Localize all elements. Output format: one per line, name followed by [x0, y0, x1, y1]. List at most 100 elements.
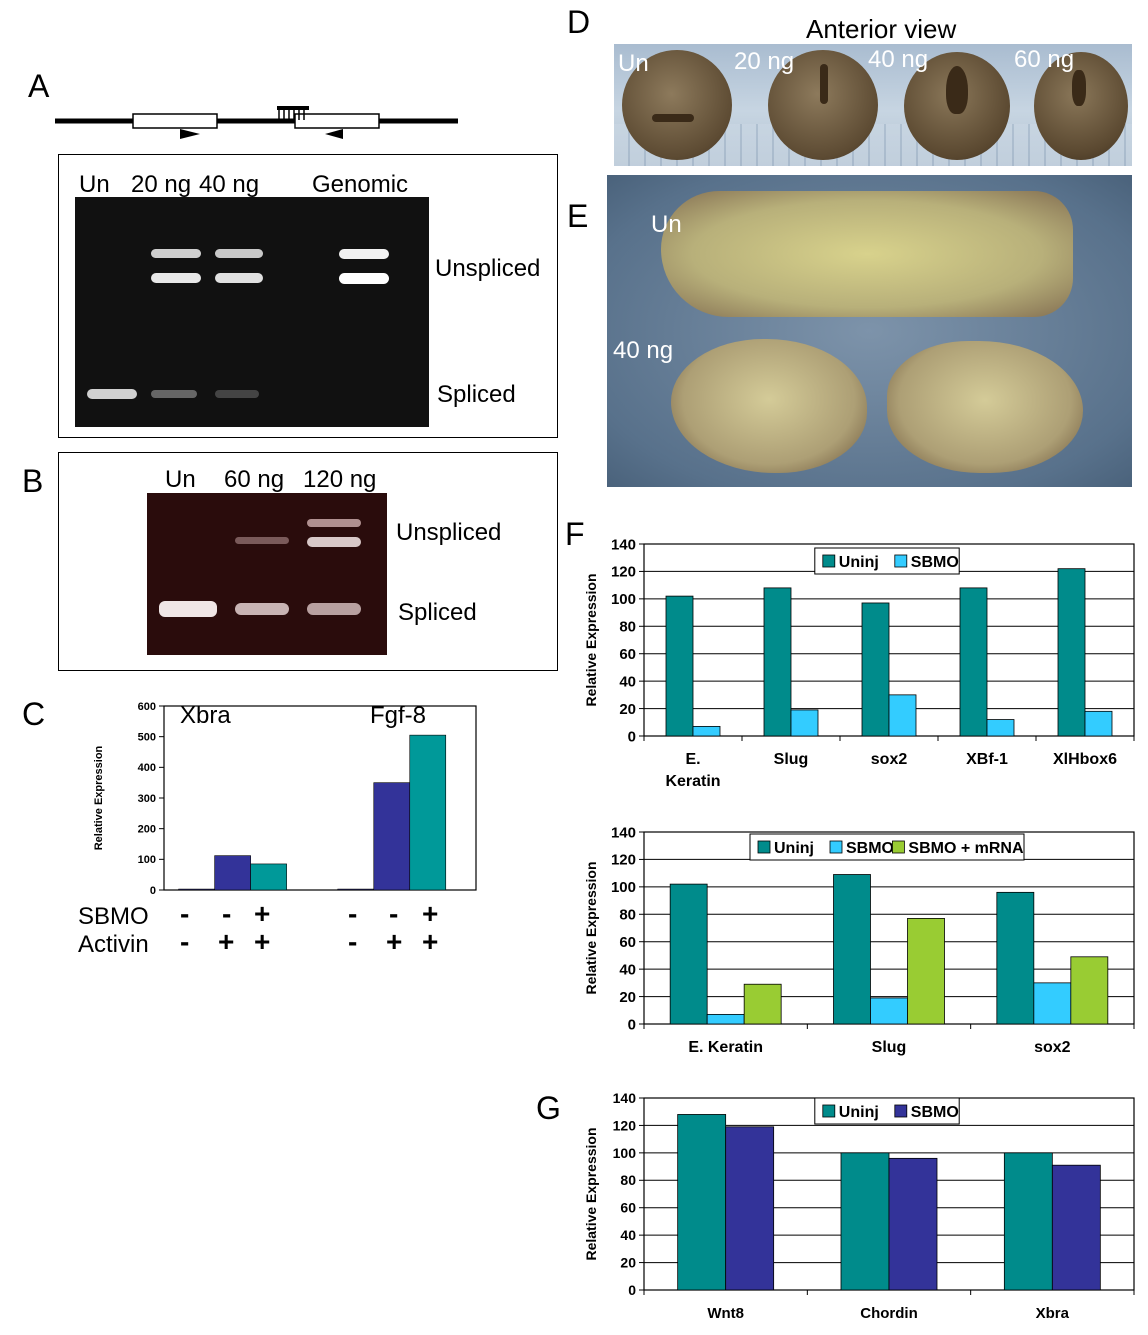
band	[339, 273, 389, 284]
panel-label-c: C	[22, 696, 46, 732]
legend-box	[814, 1097, 960, 1125]
bar	[763, 587, 792, 737]
activin-row-label: Activin	[78, 931, 149, 958]
y-tick-label: 40	[619, 961, 636, 978]
bar	[986, 719, 1015, 737]
y-tick-label: 40	[620, 1227, 636, 1243]
embryo-label-60ng: 60 ng	[1014, 46, 1075, 73]
sbmo-sign: -	[222, 898, 232, 929]
x-category-label: XlHbox6	[1053, 751, 1117, 768]
x-category-label: E. Keratin	[688, 1039, 763, 1056]
gel-b-spliced-label: Spliced	[398, 599, 477, 626]
activin-sign: +	[386, 926, 403, 957]
legend-swatch	[891, 840, 905, 854]
panel-label-e: E	[567, 198, 589, 234]
tadpole-40ng-right	[887, 341, 1083, 473]
gel-a-spliced-label: Spliced	[437, 381, 516, 408]
legend-label: SBMO	[911, 554, 959, 571]
legend-label: Uninj	[774, 840, 814, 857]
x-category-label: sox2	[1034, 1039, 1071, 1056]
bar	[959, 587, 988, 737]
bar	[743, 983, 782, 1025]
bar	[1033, 982, 1072, 1025]
bar	[178, 888, 215, 891]
y-axis-title: Relative Expression	[583, 573, 599, 706]
legend-label: Uninj	[839, 554, 879, 571]
gel-b-unspliced-label: Unspliced	[396, 519, 502, 546]
embryo-40ng	[904, 52, 1010, 160]
gene-schematic	[55, 106, 458, 139]
gel-b-image	[147, 493, 387, 655]
bar	[861, 602, 890, 737]
band	[151, 249, 201, 258]
embryo-label-20ng: 20 ng	[734, 48, 795, 75]
tadpole-40ng-left	[671, 339, 867, 473]
legend-label: SBMO + mRNA	[908, 840, 1024, 857]
panel-label-d: D	[567, 4, 591, 40]
band	[151, 390, 197, 398]
bar	[1084, 710, 1113, 737]
tadpole-un	[661, 191, 1073, 317]
bar	[677, 1114, 727, 1291]
legend-swatch	[822, 1104, 836, 1118]
chart-svg: 0 100 200 300 400 500 600 Relative Expression	[93, 701, 477, 897]
gel-b-lane-60ng: 60 ng	[224, 466, 285, 493]
morpholino-bar	[277, 106, 309, 110]
legend-box	[814, 547, 960, 575]
y-tick-label: 100	[613, 1145, 637, 1161]
y-tick-label: 100	[611, 879, 636, 896]
y-tick-label: 80	[620, 1172, 636, 1188]
gel-b-lane-120ng: 120 ng	[303, 466, 377, 493]
bar	[870, 997, 908, 1025]
legend-swatch	[757, 840, 771, 854]
y-tick-label: 0	[628, 1282, 636, 1298]
embryo-un	[622, 50, 732, 160]
band	[307, 537, 361, 547]
tadpole-label-40ng: 40 ng	[613, 337, 674, 364]
embryo-label-40ng: 40 ng	[868, 46, 929, 73]
y-axis-title: Relative Expression	[583, 861, 599, 994]
primer-forward-arrow	[180, 129, 200, 139]
panel-label-b: B	[22, 463, 44, 499]
bar	[669, 883, 708, 1025]
legend-label: SBMO	[911, 1104, 959, 1121]
bar	[1003, 1152, 1053, 1291]
bar	[373, 782, 411, 891]
band	[151, 273, 201, 283]
y-tick-label: 500	[138, 732, 156, 744]
y-tick-label: 40	[619, 673, 636, 690]
legend-swatch	[822, 554, 836, 568]
sbmo-sign: -	[180, 898, 190, 929]
gel-b-lane-un: Un	[165, 466, 196, 493]
y-tick-label: 120	[611, 852, 636, 869]
gel-a-frame: Un 20 ng 40 ng Genomic Unspliced Spliced	[58, 154, 558, 438]
gel-a-lane-40ng: 40 ng	[199, 171, 260, 198]
panel-label-g: G	[536, 1090, 561, 1126]
chart-c: 0 100 200 300 400 500 600 Relative Expression	[80, 694, 480, 897]
activin-sign: -	[180, 926, 190, 957]
band	[339, 249, 389, 259]
tadpole-label-un: Un	[651, 211, 682, 238]
bar	[665, 595, 694, 737]
gel-b-frame: Un 60 ng 120 ng Unspliced Spliced	[58, 452, 558, 671]
x-category-label: Wnt8	[707, 1305, 744, 1322]
gel-a-lane-genomic: Genomic	[312, 171, 409, 198]
anterior-view-title: Anterior view	[806, 14, 957, 44]
chart-f-top: 0 20 40 60 80 100 120 140 Relative Expression E. K…	[576, 530, 1140, 802]
bar	[888, 694, 917, 737]
bar	[1057, 568, 1086, 737]
y-tick-label: 20	[620, 1254, 636, 1270]
sbmo-sign: +	[254, 898, 271, 929]
band	[235, 603, 289, 615]
chart-svg: 0 20 40 60 80 100 120 140 Relative Expression E. K…	[583, 536, 1135, 790]
tadpole-photo: Un 40 ng	[607, 175, 1132, 487]
sbmo-sign: +	[422, 898, 439, 929]
chart-f-bottom: 0 20 40 60 80 100 120 140 Relative Expression E. …	[576, 818, 1140, 1068]
band	[159, 601, 217, 617]
chart-c-group-xbra: Xbra	[180, 702, 231, 729]
legend-label: Uninj	[839, 1104, 879, 1121]
band	[215, 273, 263, 283]
y-tick-label: 140	[611, 536, 636, 553]
bar	[1051, 1164, 1101, 1291]
embryo-20ng	[768, 50, 878, 160]
